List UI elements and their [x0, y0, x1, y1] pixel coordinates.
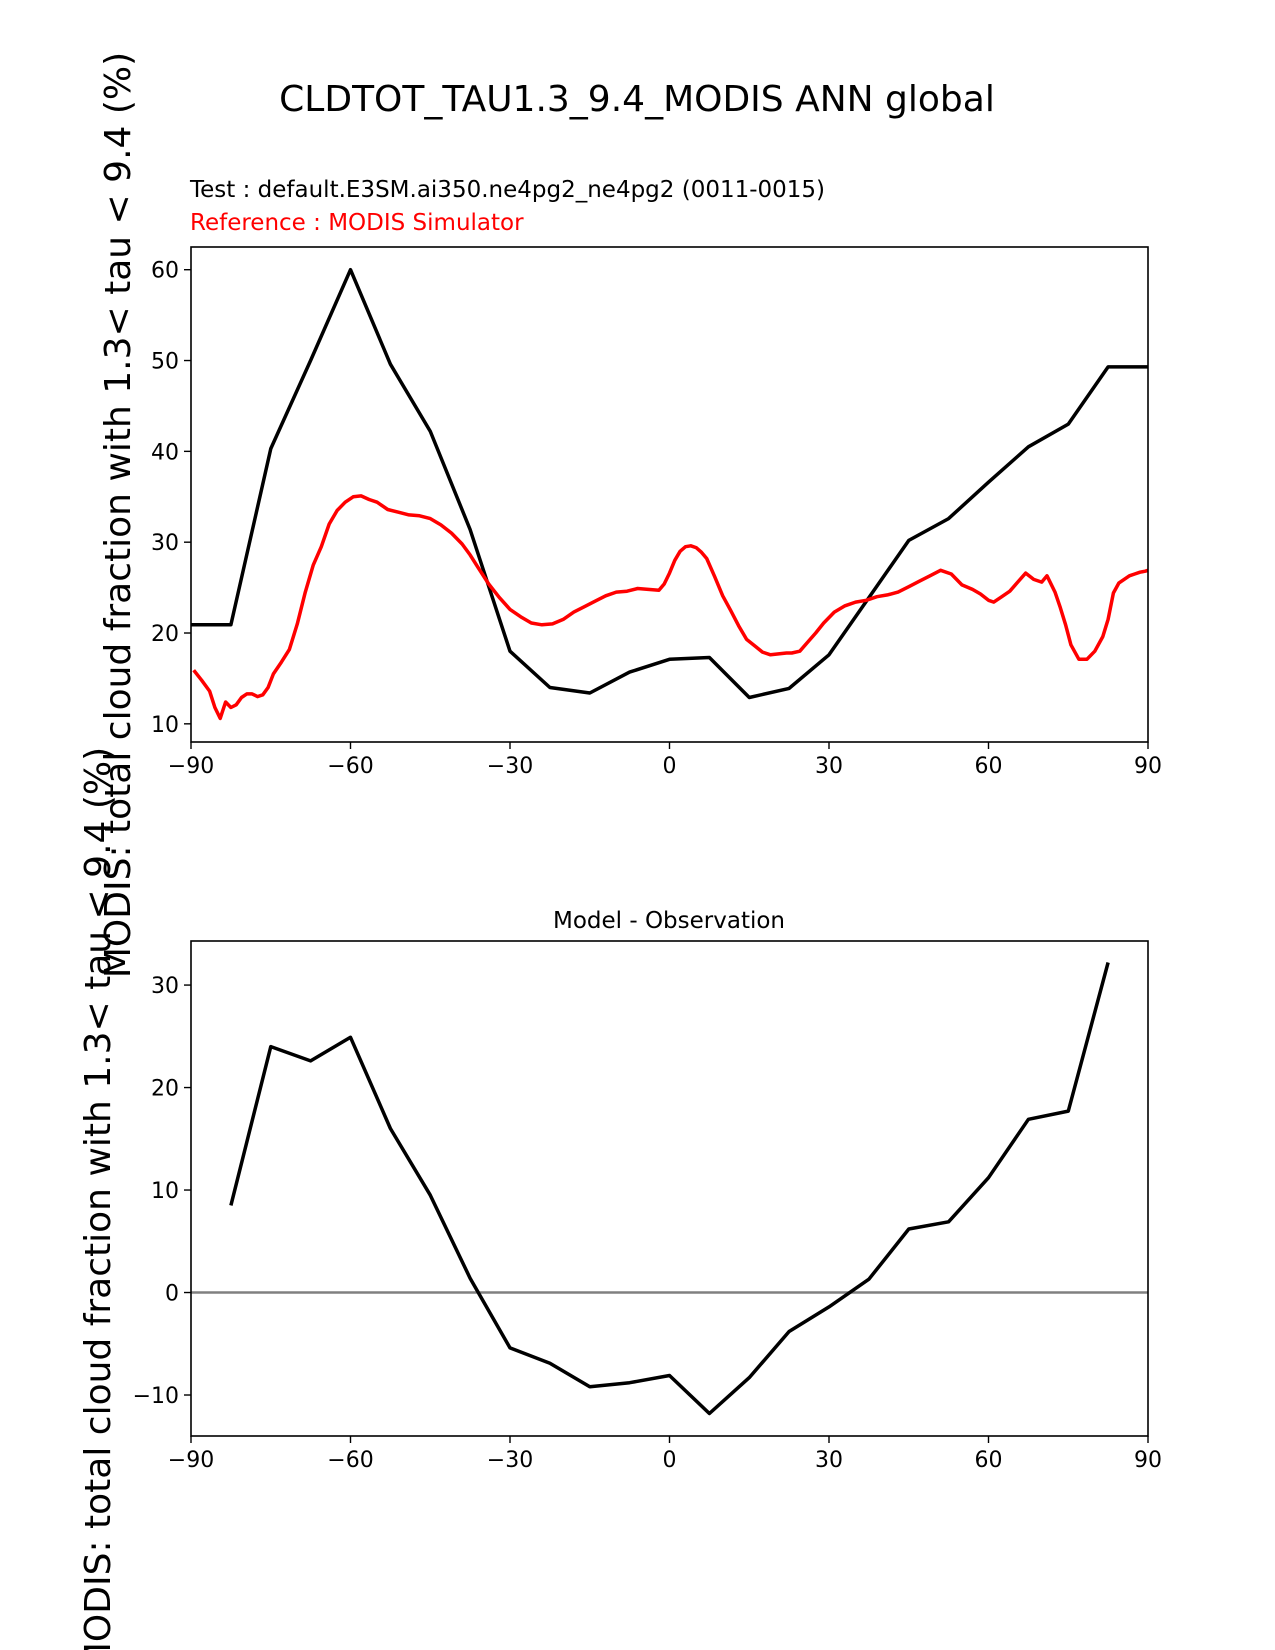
y-tick-label: 0 — [165, 1282, 179, 1307]
y-tick-label: 10 — [151, 713, 179, 738]
x-tick-label: −30 — [487, 1448, 533, 1473]
y-tick-label: 30 — [151, 974, 179, 999]
x-tick-label: −30 — [487, 754, 533, 779]
x-tick-label: 60 — [975, 1448, 1003, 1473]
x-tick-label: 0 — [663, 1448, 677, 1473]
lower-line-plot: −90 −60 −30 0 30 60 90 −10 0 10 20 30 — [133, 940, 1162, 1473]
series-line-0 — [191, 267, 1148, 700]
y-tick-label: 60 — [151, 259, 179, 284]
y-tick-label: 30 — [151, 531, 179, 556]
x-tick-label: −90 — [168, 1448, 214, 1473]
upper-line-plot: −90 −60 −30 0 30 60 90 10 20 30 40 50 60 — [151, 246, 1162, 779]
series-line-0 — [229, 962, 1110, 1416]
axes-frame — [190, 246, 1149, 743]
x-tick-label: 30 — [815, 1448, 843, 1473]
y-tick-label: 20 — [151, 622, 179, 647]
axes-frame — [190, 940, 1149, 1437]
x-tick-label: 90 — [1134, 1448, 1162, 1473]
y-tick-label: 20 — [151, 1077, 179, 1102]
y-tick-label: −10 — [133, 1384, 179, 1409]
test-label: Test : default.E3SM.ai350.ne4pg2_ne4pg2 … — [189, 177, 825, 203]
figure-title: CLDTOT_TAU1.3_9.4_MODIS ANN global — [279, 79, 995, 120]
y-tick-label: 40 — [151, 440, 179, 465]
lower-panel-title: Model - Observation — [553, 908, 785, 934]
x-tick-label: 30 — [815, 754, 843, 779]
lower-panel-ylabel: MODIS: total cloud fraction with 1.3< ta… — [78, 747, 119, 1650]
x-tick-label: −90 — [168, 754, 214, 779]
series-line-1 — [192, 494, 1149, 721]
upper-panel-ylabel: MODIS: total cloud fraction with 1.3< ta… — [98, 52, 139, 978]
y-tick-label: 10 — [151, 1179, 179, 1204]
y-tick-label: 50 — [151, 350, 179, 375]
reference-label: Reference : MODIS Simulator — [190, 210, 524, 236]
x-tick-label: −60 — [327, 1448, 373, 1473]
x-tick-label: 90 — [1134, 754, 1162, 779]
x-tick-label: 0 — [663, 754, 677, 779]
x-tick-label: −60 — [327, 754, 373, 779]
x-tick-label: 60 — [975, 754, 1003, 779]
